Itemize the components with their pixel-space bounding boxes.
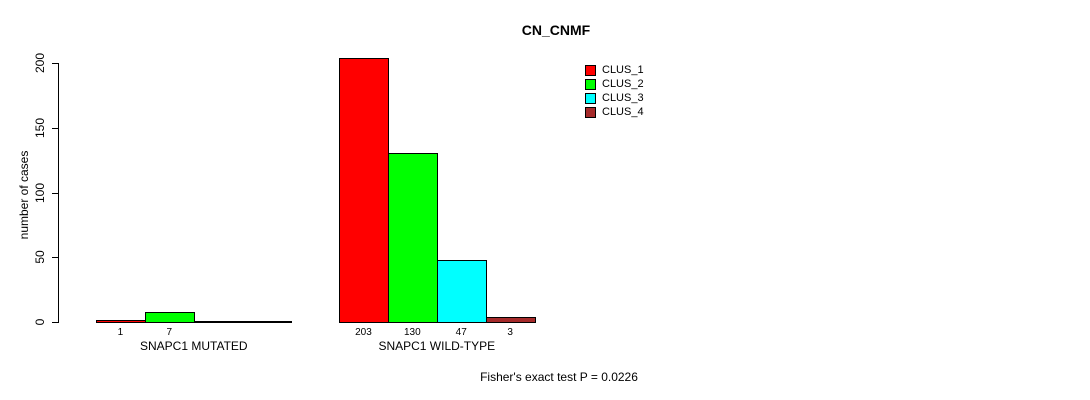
y-tick-mark — [52, 322, 58, 323]
bar-value-label: 7 — [166, 327, 173, 338]
y-tick-mark — [52, 127, 58, 129]
bar-clus-1-snapc1-mutated — [96, 319, 146, 323]
legend-label-clus-2: CLUS_2 — [602, 78, 644, 90]
legend-label-clus-4: CLUS_4 — [602, 106, 644, 118]
bar-clus-3-snapc1-wild-type — [436, 260, 487, 323]
bar-value-label: 130 — [403, 327, 421, 338]
y-axis-line — [58, 63, 59, 323]
bar-value-label: 1 — [117, 327, 124, 338]
legend-label-clus-1: CLUS_1 — [602, 64, 644, 76]
y-tick-label: 150 — [33, 117, 47, 138]
bar-clus-2-snapc1-wild-type — [387, 152, 438, 323]
legend-swatch-clus-3 — [585, 93, 596, 104]
bar-value-label: 47 — [455, 327, 467, 338]
fisher-test-annotation: Fisher's exact test P = 0.0226 — [480, 370, 638, 384]
category-label-snapc1-wild-type: SNAPC1 WILD-TYPE — [378, 339, 496, 353]
bar-value-label: 203 — [355, 327, 372, 338]
y-tick-mark — [52, 257, 58, 259]
y-tick-label: 50 — [33, 250, 47, 264]
legend-label-clus-3: CLUS_3 — [602, 92, 644, 104]
y-tick-label: 200 — [33, 52, 47, 74]
bar-clus-2-snapc1-mutated — [144, 311, 195, 323]
bar-clus-4-snapc1-wild-type — [485, 317, 536, 323]
chart-title: CN_CNMF — [521, 22, 591, 38]
y-tick-label: 0 — [33, 318, 47, 326]
y-tick-mark — [52, 192, 58, 194]
bar-value-label: 3 — [507, 327, 513, 338]
legend-swatch-clus-2 — [585, 79, 596, 90]
category-label-snapc1-mutated: SNAPC1 MUTATED — [140, 339, 248, 353]
y-tick-label: 100 — [33, 182, 47, 203]
y-tick-mark — [52, 63, 58, 64]
legend-swatch-clus-1 — [585, 65, 596, 76]
legend-swatch-clus-4 — [585, 107, 596, 118]
bar-clus-1-snapc1-wild-type — [339, 58, 389, 323]
